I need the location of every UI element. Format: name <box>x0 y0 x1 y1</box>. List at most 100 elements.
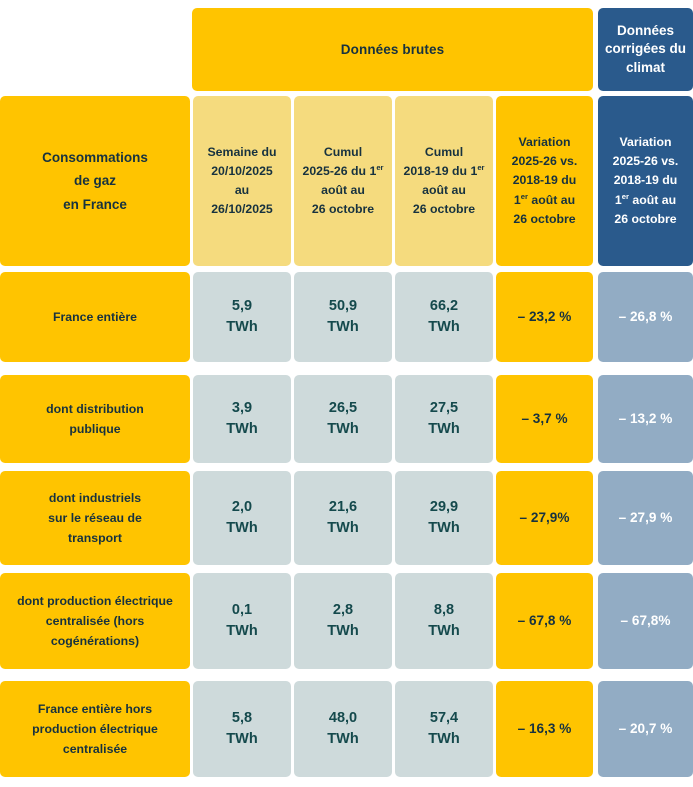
cell-value-line-0: 48,0 <box>328 709 358 726</box>
row-header-line-2: transport <box>68 531 122 546</box>
ordinal-suffix: er <box>477 162 485 172</box>
cell-value-line-0: 3,9 <box>231 399 253 416</box>
row-header-line-1: production électrique <box>32 721 158 736</box>
cell-value-line-0: 2,0 <box>231 498 253 515</box>
row-header-line-1: sur le réseau de <box>48 510 142 525</box>
cell-cumul_2025_26: 2,8 TWh <box>294 573 392 669</box>
ordinal-suffix: er <box>376 162 384 172</box>
banner-climate-corrected-line1: Données <box>616 23 674 39</box>
variation-brute-value: – 67,8 % <box>517 612 572 628</box>
column-header-variation-brute: Variation 2025-26 vs. 2018-19 du 1er août a… <box>496 96 593 266</box>
row-header: dont distribution publique <box>0 375 190 463</box>
column-header-cumul-2025-26: Cumul 2025-26 du 1er août au 26 octobre <box>294 96 392 266</box>
cell-value-line-1: TWh <box>327 623 359 639</box>
row-header-line-0: dont production électrique <box>17 593 173 608</box>
column-header-line-0: Variation <box>518 135 571 150</box>
column-header-line-3: 1er août au <box>614 191 677 207</box>
banner-climate-corrected: Données corrigées du climat <box>598 8 693 91</box>
column-header-line-0: Variation <box>619 135 672 150</box>
variation-brute-value: – 27,9% <box>519 509 570 525</box>
corner-title-line2: de gaz <box>73 173 116 189</box>
column-header-line-4: 26 octobre <box>513 211 576 226</box>
column-header-line-2: août au <box>422 183 466 197</box>
row-header: dont production électrique centralisée (h… <box>0 573 190 669</box>
cell-value-line-0: 50,9 <box>328 297 358 314</box>
cell-value-line-0: 2,8 <box>332 601 354 618</box>
table-corner-title: Consommations de gaz en France <box>0 96 190 266</box>
cell-semaine: 3,9 TWh <box>193 375 291 463</box>
cell-variation-brute: – 3,7 % <box>496 375 593 463</box>
cell-cumul_2018_19: 8,8 TWh <box>395 573 493 669</box>
cell-semaine: 0,1 TWh <box>193 573 291 669</box>
cell-value-line-1: TWh <box>327 731 359 747</box>
column-header-line-2: 2018-19 du <box>613 173 678 188</box>
cell-value-line-1: TWh <box>327 421 359 437</box>
banner-climate-corrected-line3: climat <box>625 59 666 75</box>
cell-value-line-0: 5,9 <box>231 297 253 314</box>
column-header-line-1: 2025-26 du 1er <box>302 162 384 178</box>
column-header-line-2: 2018-19 du <box>512 173 577 188</box>
column-header-line-1: 2018-19 du 1er <box>403 162 485 178</box>
cell-value-line-1: TWh <box>428 520 460 536</box>
cell-value-line-1: TWh <box>428 731 460 747</box>
cell-cumul_2025_26: 21,6 TWh <box>294 471 392 565</box>
cell-value-line-1: TWh <box>428 319 460 335</box>
cell-value-line-0: 27,5 <box>429 399 459 416</box>
column-header-variation-corrigee: Variation 2025-26 vs. 2018-19 du 1er août a… <box>598 96 693 266</box>
variation-brute-value: – 3,7 % <box>521 410 568 426</box>
column-header-line-3: 26/10/2025 <box>211 202 273 217</box>
row-header-line-0: France entière <box>52 309 138 324</box>
cell-value-line-1: TWh <box>428 421 460 437</box>
cell-variation-corrigee: – 67,8% <box>598 573 693 669</box>
column-header-line-3: 26 octobre <box>311 202 375 217</box>
ordinal-suffix: er <box>520 191 528 201</box>
row-header-line-0: dont industriels <box>48 490 142 505</box>
cell-value-line-0: 21,6 <box>328 498 358 515</box>
cell-value-line-0: 29,9 <box>429 498 459 515</box>
variation-brute-value: – 23,2 % <box>517 308 572 324</box>
column-header-line-1: 20/10/2025 <box>211 163 273 178</box>
cell-value-line-0: 66,2 <box>429 297 459 314</box>
banner-raw-data-label: Données brutes <box>340 41 445 57</box>
column-header-line-3: 1er août au <box>513 191 576 207</box>
variation-brute-value: – 16,3 % <box>517 720 572 736</box>
banner-raw-data: Données brutes <box>192 8 593 91</box>
ordinal-suffix: er <box>621 191 629 201</box>
cell-cumul_2025_26: 26,5 TWh <box>294 375 392 463</box>
column-header-line-0: Cumul <box>424 144 464 159</box>
cell-value-line-0: 8,8 <box>433 601 455 618</box>
banner-climate-corrected-line2: corrigées du <box>604 41 687 57</box>
row-header-line-2: cogénérations) <box>50 634 140 649</box>
cell-cumul_2018_19: 66,2 TWh <box>395 272 493 362</box>
cell-value-line-0: 57,4 <box>429 709 459 726</box>
cell-cumul_2018_19: 29,9 TWh <box>395 471 493 565</box>
cell-value-line-1: TWh <box>327 319 359 335</box>
cell-variation-brute: – 23,2 % <box>496 272 593 362</box>
column-header-cumul-2018-19: Cumul 2018-19 du 1er août au 26 octobre <box>395 96 493 266</box>
cell-value-line-1: TWh <box>226 319 258 335</box>
cell-cumul_2018_19: 27,5 TWh <box>395 375 493 463</box>
column-header-line-4: 26 octobre <box>614 211 677 226</box>
cell-value-line-1: TWh <box>428 623 460 639</box>
cell-variation-brute: – 67,8 % <box>496 573 593 669</box>
row-header-line-1: publique <box>69 422 121 436</box>
row-header: France entière <box>0 272 190 362</box>
cell-cumul_2025_26: 48,0 TWh <box>294 681 392 777</box>
cell-value-line-0: 26,5 <box>328 399 358 416</box>
variation-corrigee-value: – 26,8 % <box>618 308 673 324</box>
variation-corrigee-value: – 27,9 % <box>618 509 673 525</box>
row-header-line-1: centralisée (hors <box>45 613 145 628</box>
variation-corrigee-value: – 20,7 % <box>618 720 673 736</box>
variation-corrigee-value: – 13,2 % <box>618 410 673 426</box>
cell-variation-corrigee: – 26,8 % <box>598 272 693 362</box>
row-header: dont industriels sur le réseau de transpor… <box>0 471 190 565</box>
cell-variation-corrigee: – 27,9 % <box>598 471 693 565</box>
cell-cumul_2018_19: 57,4 TWh <box>395 681 493 777</box>
column-header-line-0: Cumul <box>323 144 363 159</box>
cell-value-line-1: TWh <box>226 421 258 437</box>
cell-value-line-1: TWh <box>327 520 359 536</box>
row-header-line-0: France entière hors <box>37 701 153 716</box>
variation-corrigee-value: – 67,8% <box>620 612 671 628</box>
row-header-line-0: dont distribution <box>46 401 144 416</box>
